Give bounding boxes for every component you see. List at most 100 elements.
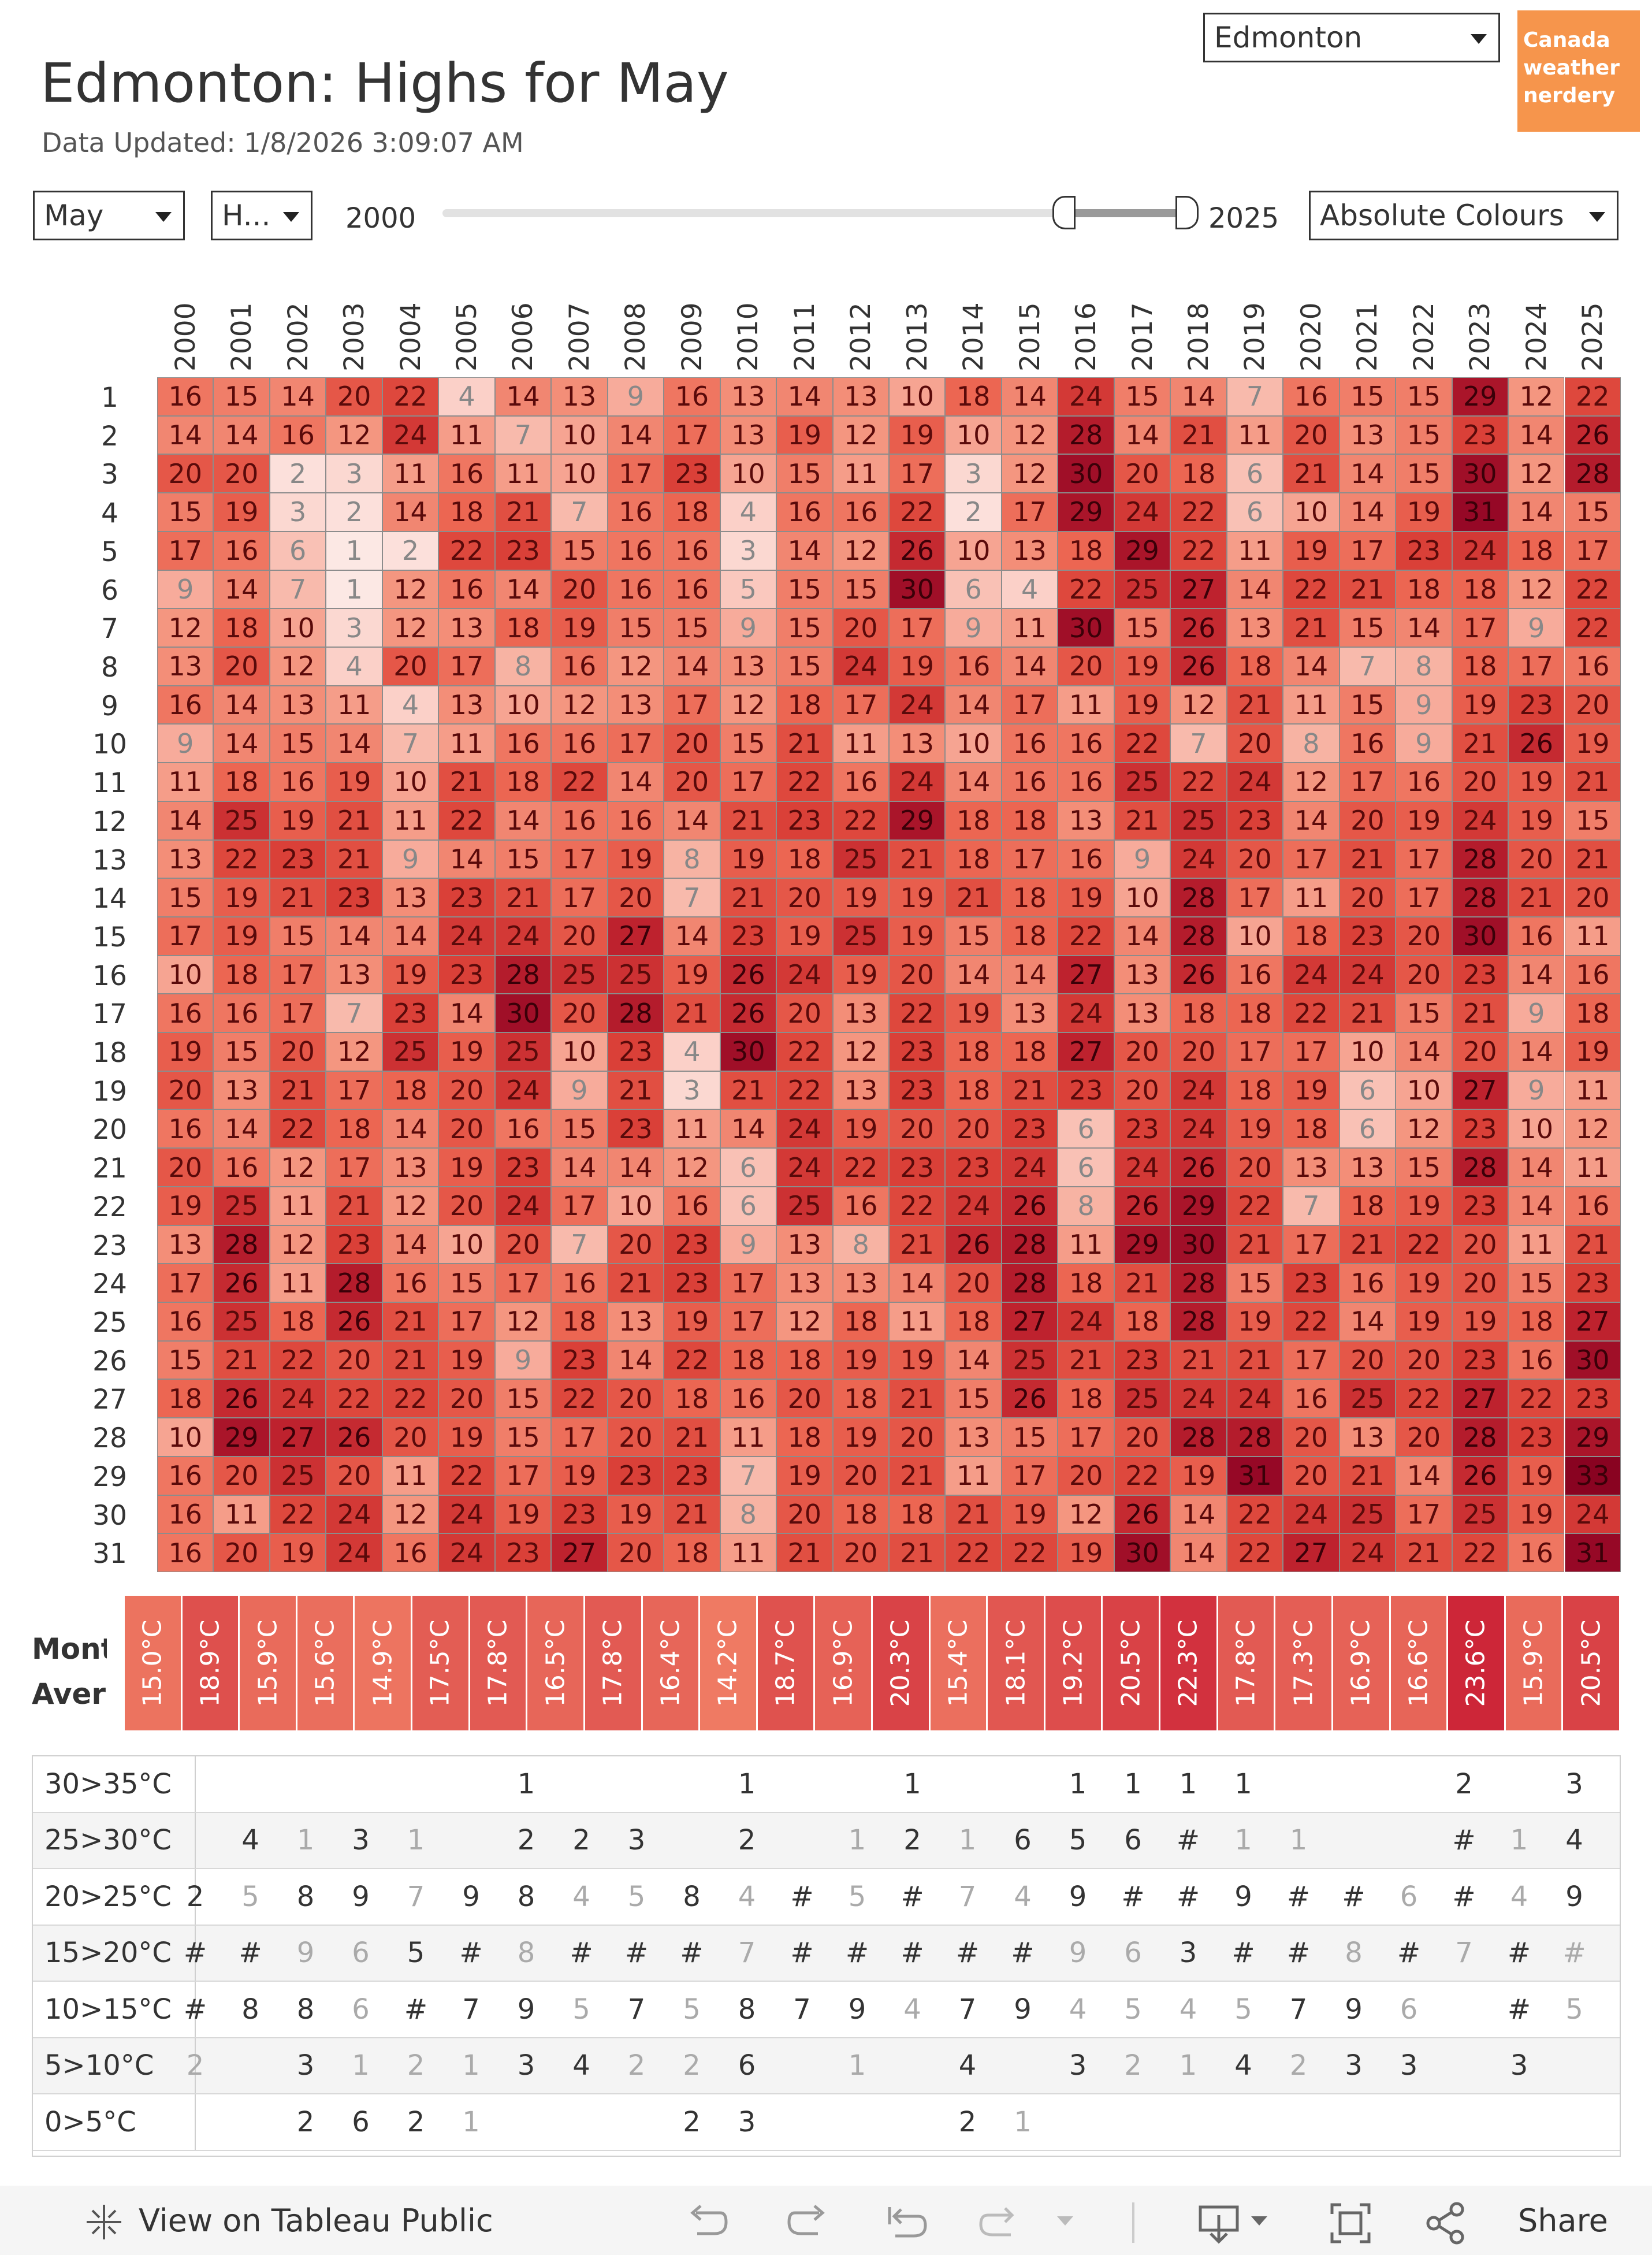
heatmap-cell[interactable]: 13 [1114, 955, 1171, 994]
heatmap-cell[interactable]: 15 [1508, 1264, 1565, 1303]
heatmap-cell[interactable]: 19 [607, 1495, 664, 1534]
heatmap-cell[interactable]: 18 [1508, 531, 1565, 570]
heatmap-cell[interactable]: 15 [1001, 1418, 1058, 1457]
heatmap-cell[interactable]: 29 [1058, 493, 1114, 532]
heatmap-cell[interactable]: 14 [1508, 1032, 1565, 1071]
heatmap-cell[interactable]: 19 [1283, 531, 1340, 570]
heatmap-cell[interactable]: 25 [1114, 570, 1171, 609]
heatmap-cell[interactable]: 28 [1058, 415, 1114, 455]
heatmap-cell[interactable]: 14 [607, 763, 664, 801]
heatmap-cell[interactable]: 33 [1564, 1456, 1621, 1495]
heatmap-cell[interactable]: 21 [1339, 570, 1396, 609]
heatmap-cell[interactable]: 17 [1396, 1495, 1452, 1534]
canada-weather-nerdery-logo[interactable]: Canada weather nerdery [1517, 10, 1640, 132]
heatmap-cell[interactable]: 16 [832, 493, 889, 532]
heatmap-cell[interactable]: 20 [213, 1533, 270, 1572]
heatmap-cell[interactable]: 29 [1452, 377, 1509, 416]
heatmap-cell[interactable]: 20 [438, 1186, 495, 1225]
heatmap-cell[interactable]: 3 [269, 493, 326, 532]
monthly-average-cell[interactable]: 16.6°C [1390, 1596, 1449, 1730]
heatmap-cell[interactable]: 6 [1226, 493, 1283, 532]
heatmap-cell[interactable]: 13 [776, 1225, 833, 1264]
heatmap-cell[interactable]: 24 [1283, 955, 1340, 994]
heatmap-cell[interactable]: 17 [269, 955, 326, 994]
heatmap-cell[interactable]: 16 [157, 1302, 214, 1341]
heatmap-cell[interactable]: 23 [438, 878, 495, 917]
heatmap-cell[interactable]: 14 [776, 377, 833, 416]
heatmap-cell[interactable]: 18 [1564, 994, 1621, 1033]
heatmap-cell[interactable]: 16 [1058, 839, 1114, 879]
heatmap-cell[interactable]: 22 [1001, 1533, 1058, 1572]
heatmap-cell[interactable]: 18 [1452, 647, 1509, 686]
heatmap-cell[interactable]: 12 [1058, 1495, 1114, 1534]
share-button-label[interactable]: Share [1518, 2202, 1608, 2239]
heatmap-cell[interactable]: 22 [1396, 1379, 1452, 1418]
heatmap-cell[interactable]: 13 [720, 647, 777, 686]
heatmap-cell[interactable]: 11 [382, 801, 439, 840]
heatmap-cell[interactable]: 21 [888, 839, 946, 879]
heatmap-cell[interactable]: 20 [157, 1148, 214, 1187]
heatmap-cell[interactable]: 7 [326, 994, 382, 1033]
heatmap-cell[interactable]: 11 [1564, 916, 1621, 956]
heatmap-cell[interactable]: 21 [1058, 1340, 1114, 1380]
heatmap-cell[interactable]: 14 [382, 493, 439, 532]
heatmap-cell[interactable]: 21 [664, 1418, 720, 1457]
heatmap-cell[interactable]: 20 [326, 377, 382, 416]
heatmap-cell[interactable]: 16 [1226, 955, 1283, 994]
heatmap-cell[interactable]: 15 [945, 916, 1002, 956]
heatmap-cell[interactable]: 21 [326, 1186, 382, 1225]
heatmap-cell[interactable]: 23 [1226, 801, 1283, 840]
heatmap-cell[interactable]: 15 [1396, 994, 1452, 1033]
heatmap-cell[interactable]: 19 [551, 1456, 608, 1495]
heatmap-cell[interactable]: 21 [1339, 839, 1396, 879]
heatmap-cell[interactable]: 8 [832, 1225, 889, 1264]
heatmap-cell[interactable]: 18 [1001, 1032, 1058, 1071]
heatmap-cell[interactable]: 3 [720, 531, 777, 570]
monthly-average-cell[interactable]: 18.7°C [757, 1596, 816, 1730]
heatmap-cell[interactable]: 16 [213, 1148, 270, 1187]
heatmap-cell[interactable]: 11 [1058, 1225, 1114, 1264]
heatmap-cell[interactable]: 26 [1170, 955, 1227, 994]
heatmap-cell[interactable]: 15 [438, 1264, 495, 1303]
heatmap-cell[interactable]: 15 [1114, 377, 1171, 416]
heatmap-cell[interactable]: 17 [888, 454, 946, 493]
heatmap-cell[interactable]: 15 [832, 570, 889, 609]
heatmap-cell[interactable]: 25 [269, 1456, 326, 1495]
heatmap-cell[interactable]: 17 [438, 647, 495, 686]
heatmap-cell[interactable]: 4 [326, 647, 382, 686]
heatmap-cell[interactable]: 15 [1339, 685, 1396, 725]
heatmap-cell[interactable]: 19 [1114, 685, 1171, 725]
heatmap-cell[interactable]: 13 [438, 608, 495, 647]
monthly-average-cell[interactable]: 16.9°C [815, 1596, 873, 1730]
heatmap-cell[interactable]: 10 [1396, 1071, 1452, 1110]
heatmap-cell[interactable]: 12 [551, 685, 608, 725]
heatmap-cell[interactable]: 20 [1339, 1340, 1396, 1380]
heatmap-cell[interactable]: 19 [888, 647, 946, 686]
heatmap-cell[interactable]: 24 [776, 955, 833, 994]
redo-icon[interactable] [784, 2201, 831, 2244]
heatmap-cell[interactable]: 6 [1226, 454, 1283, 493]
heatmap-cell[interactable]: 18 [1226, 994, 1283, 1033]
heatmap-cell[interactable]: 20 [551, 916, 608, 956]
heatmap-cell[interactable]: 24 [326, 1495, 382, 1534]
heatmap-cell[interactable]: 20 [1564, 685, 1621, 725]
heatmap-cell[interactable]: 13 [832, 1071, 889, 1110]
heatmap-cell[interactable]: 14 [213, 685, 270, 725]
heatmap-cell[interactable]: 20 [1058, 1456, 1114, 1495]
heatmap-cell[interactable]: 14 [945, 763, 1002, 801]
heatmap-cell[interactable]: 19 [1508, 801, 1565, 840]
heatmap-cell[interactable]: 17 [1564, 531, 1621, 570]
heatmap-cell[interactable]: 17 [1396, 839, 1452, 879]
heatmap-cell[interactable]: 18 [326, 1109, 382, 1149]
heatmap-cell[interactable]: 16 [1339, 1264, 1396, 1303]
heatmap-cell[interactable]: 18 [269, 1302, 326, 1341]
heatmap-cell[interactable]: 19 [157, 1186, 214, 1225]
heatmap-cell[interactable]: 20 [326, 1340, 382, 1380]
heatmap-cell[interactable]: 13 [551, 377, 608, 416]
heatmap-cell[interactable]: 18 [1001, 801, 1058, 840]
heatmap-cell[interactable]: 6 [1339, 1109, 1396, 1149]
heatmap-cell[interactable]: 10 [607, 1186, 664, 1225]
chevron-down-icon[interactable] [1249, 2213, 1270, 2230]
heatmap-cell[interactable]: 10 [720, 454, 777, 493]
heatmap-cell[interactable]: 23 [664, 454, 720, 493]
